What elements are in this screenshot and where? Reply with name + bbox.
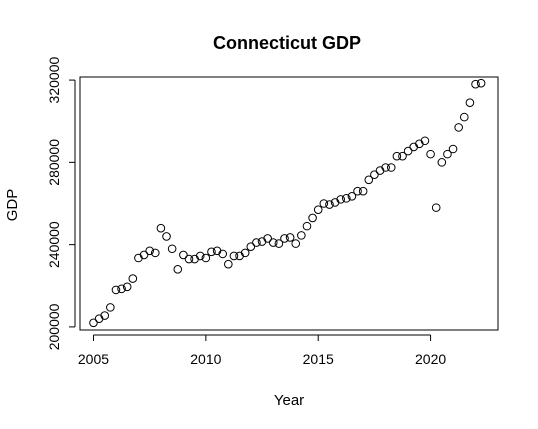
data-point xyxy=(106,303,115,312)
x-tick-label: 2010 xyxy=(190,351,221,367)
data-point xyxy=(358,186,368,196)
data-point xyxy=(381,163,390,172)
x-axis: 2005 2010 2015 2020 xyxy=(78,334,446,367)
data-point xyxy=(437,158,447,167)
data-point xyxy=(184,254,194,264)
data-point xyxy=(167,244,177,254)
data-point xyxy=(100,311,110,320)
data-point xyxy=(291,239,301,248)
y-tick-label: 280000 xyxy=(46,139,62,186)
data-point xyxy=(297,231,306,240)
data-point xyxy=(117,284,126,294)
data-point xyxy=(459,112,469,122)
data-point xyxy=(285,233,295,242)
data-point xyxy=(280,234,289,243)
data-point xyxy=(274,239,284,248)
y-tick-label: 200000 xyxy=(46,303,62,350)
chart-title: Connecticut GDP xyxy=(213,33,361,53)
data-point xyxy=(465,98,475,108)
data-point xyxy=(325,200,334,209)
data-point xyxy=(392,151,402,161)
data-point xyxy=(218,249,228,259)
data-point xyxy=(128,274,138,283)
data-point xyxy=(268,238,278,247)
plot-frame xyxy=(79,76,499,331)
data-point xyxy=(386,163,396,172)
data-point xyxy=(122,282,132,292)
data-point xyxy=(336,195,345,204)
x-tick-label: 2005 xyxy=(78,351,109,367)
data-point xyxy=(89,318,98,328)
data-point xyxy=(240,248,250,258)
data-point xyxy=(173,265,183,274)
x-axis-label: Year xyxy=(274,392,304,409)
data-point xyxy=(448,144,458,154)
x-tick-label: 2020 xyxy=(415,351,446,367)
data-point xyxy=(370,170,379,180)
data-point xyxy=(398,151,407,161)
data-point xyxy=(139,250,149,260)
data-point xyxy=(263,234,272,243)
data-point xyxy=(156,223,166,233)
y-tick-label: 240000 xyxy=(46,221,62,268)
data-point xyxy=(426,149,435,159)
data-point xyxy=(207,247,216,257)
data-point xyxy=(150,248,160,258)
data-point xyxy=(302,221,312,231)
data-point xyxy=(111,285,121,295)
data-point xyxy=(195,251,205,261)
data-point xyxy=(319,199,329,208)
y-axis: 200000 240000 280000 320000 xyxy=(46,57,76,350)
data-point xyxy=(353,186,362,196)
data-point xyxy=(145,246,154,256)
data-point xyxy=(229,251,239,261)
data-point xyxy=(403,146,413,156)
data-point xyxy=(201,253,211,263)
data-point xyxy=(179,250,188,260)
data-point xyxy=(431,203,441,212)
y-axis-label: GDP xyxy=(4,189,21,222)
data-point xyxy=(313,205,323,214)
x-tick-label: 2015 xyxy=(303,351,334,367)
data-point xyxy=(454,123,463,132)
data-point xyxy=(476,78,486,88)
data-point xyxy=(224,259,233,269)
data-point xyxy=(471,79,480,89)
data-point xyxy=(308,213,317,223)
data-point xyxy=(252,238,261,247)
data-point xyxy=(162,232,171,241)
data-point xyxy=(420,136,430,146)
y-tick-label: 320000 xyxy=(46,57,62,104)
data-point xyxy=(342,194,351,203)
data-point xyxy=(246,242,256,251)
data-point xyxy=(347,192,357,201)
data-point xyxy=(364,175,374,185)
data-points xyxy=(89,78,486,328)
data-point xyxy=(443,149,452,159)
